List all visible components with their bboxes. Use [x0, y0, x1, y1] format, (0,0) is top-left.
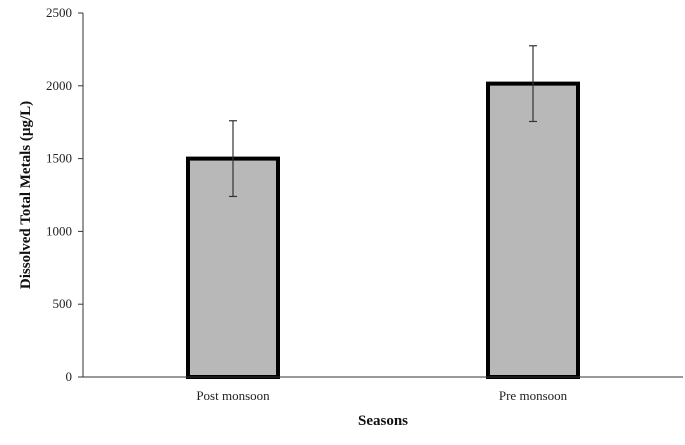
y-axis-title: Dissolved Total Metals (µg/L) [18, 101, 34, 289]
y-tick-label: 2500 [46, 5, 72, 20]
x-axis-title: Seasons [358, 413, 408, 429]
bars [186, 81, 580, 379]
y-tick-label: 2000 [46, 78, 72, 93]
y-tick-label: 0 [66, 369, 73, 384]
error-bars [229, 45, 537, 198]
y-axis-ticks: 0 500 1000 1500 2000 2500 [46, 5, 83, 384]
y-tick-label: 1000 [46, 223, 72, 238]
x-tick-label: Post monsoon [196, 388, 270, 403]
y-tick-label: 500 [53, 296, 73, 311]
bar [486, 81, 580, 379]
x-tick-label: Pre monsoon [499, 388, 568, 403]
x-axis-ticks: Post monsoon Pre monsoon [196, 388, 567, 403]
y-tick-label: 1500 [46, 151, 72, 166]
